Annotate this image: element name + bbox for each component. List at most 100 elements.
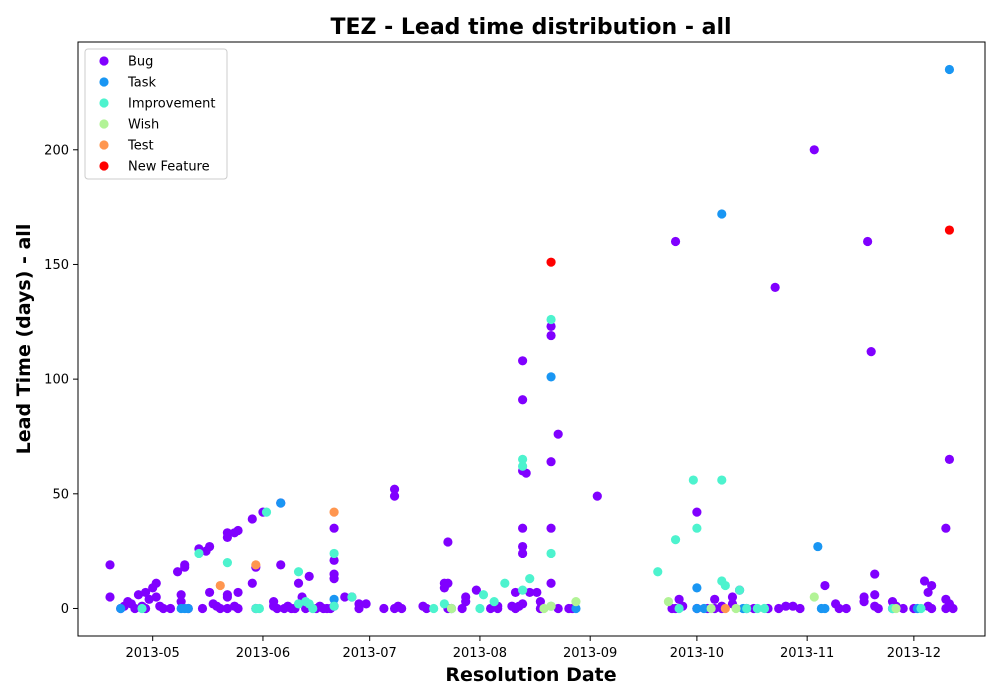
x-tick-label: 2013-10: [670, 646, 724, 661]
data-point: [293, 599, 304, 609]
data-point: [518, 523, 528, 533]
data-point: [158, 603, 168, 614]
data-point: [379, 603, 389, 614]
data-point: [692, 507, 702, 517]
data-point: [389, 491, 400, 501]
data-point: [354, 603, 364, 614]
data-point: [674, 603, 684, 614]
data-point: [510, 587, 521, 598]
data-point: [820, 580, 830, 591]
data-point: [105, 592, 115, 602]
data-point: [919, 576, 930, 586]
data-point: [116, 603, 126, 614]
data-point: [233, 525, 243, 536]
data-point: [443, 537, 453, 547]
data-point: [546, 578, 556, 588]
x-tick-label: 2013-07: [342, 646, 396, 661]
data-point: [457, 603, 467, 614]
data-point: [717, 209, 727, 219]
data-point: [834, 603, 844, 614]
data-point: [130, 603, 140, 614]
data-point: [304, 571, 314, 581]
data-point: [261, 507, 272, 517]
data-point: [692, 583, 702, 593]
x-tick-label: 2013-12: [887, 646, 941, 661]
x-tick-label: 2013-06: [236, 646, 290, 661]
y-tick-label: 200: [44, 143, 69, 158]
data-point: [546, 601, 556, 611]
data-point: [720, 603, 730, 614]
data-point: [870, 590, 880, 600]
data-point: [546, 321, 556, 331]
data-point: [525, 574, 535, 584]
data-point: [486, 603, 496, 614]
data-point: [254, 603, 264, 614]
y-tick-label: 0: [61, 602, 69, 617]
data-point: [553, 603, 563, 614]
x-tick-label: 2013-08: [453, 646, 507, 661]
data-point: [532, 587, 542, 598]
data-point: [222, 603, 232, 614]
data-point: [553, 429, 563, 439]
data-point: [165, 603, 176, 614]
data-point: [133, 590, 144, 600]
data-point: [518, 356, 528, 366]
data-point: [222, 558, 232, 568]
data-point: [105, 560, 115, 570]
data-point: [194, 548, 204, 559]
data-point: [446, 603, 457, 614]
legend-marker: [99, 77, 109, 87]
data-point: [891, 603, 901, 614]
data-point: [247, 514, 257, 524]
data-point: [180, 562, 190, 572]
data-point: [710, 594, 720, 604]
data-point: [813, 541, 823, 552]
data-point: [670, 535, 681, 545]
data-point: [916, 603, 926, 614]
data-point: [923, 587, 933, 598]
legend-marker: [99, 119, 109, 129]
data-point: [471, 585, 481, 595]
data-point: [518, 395, 528, 405]
data-point: [859, 597, 869, 607]
data-point: [340, 592, 350, 602]
data-point: [478, 590, 489, 600]
data-point: [699, 603, 709, 614]
y-tick-label: 100: [44, 373, 69, 388]
data-point: [144, 594, 154, 604]
data-point: [927, 603, 937, 614]
data-point: [329, 601, 339, 611]
data-point: [389, 484, 400, 494]
data-point: [525, 587, 535, 598]
data-point: [674, 594, 684, 604]
data-point: [898, 603, 908, 614]
data-point: [841, 603, 851, 614]
data-point: [518, 454, 528, 465]
data-point: [518, 541, 528, 552]
data-point: [788, 601, 798, 611]
data-point: [205, 587, 215, 598]
data-point: [774, 603, 784, 614]
data-point: [870, 569, 880, 579]
data-point: [308, 603, 318, 614]
data-point: [770, 282, 780, 292]
data-point: [795, 603, 805, 614]
legend-marker: [99, 98, 109, 108]
data-point: [927, 580, 937, 591]
data-point: [571, 603, 581, 614]
data-point: [663, 597, 674, 607]
data-point: [941, 523, 951, 533]
y-tick-label: 50: [52, 487, 69, 502]
legend-marker: [99, 161, 109, 171]
x-axis-label: Resolution Date: [445, 664, 616, 686]
data-point: [361, 599, 371, 609]
data-point: [653, 567, 663, 577]
data-point: [518, 599, 528, 609]
data-point: [493, 603, 503, 614]
data-point: [546, 372, 556, 382]
data-point: [944, 225, 955, 235]
x-tick-label: 2013-05: [126, 646, 180, 661]
legend: Bug Task Improvement Wish Test New Feature: [84, 48, 228, 180]
data-point: [197, 603, 208, 614]
data-point: [592, 491, 602, 501]
